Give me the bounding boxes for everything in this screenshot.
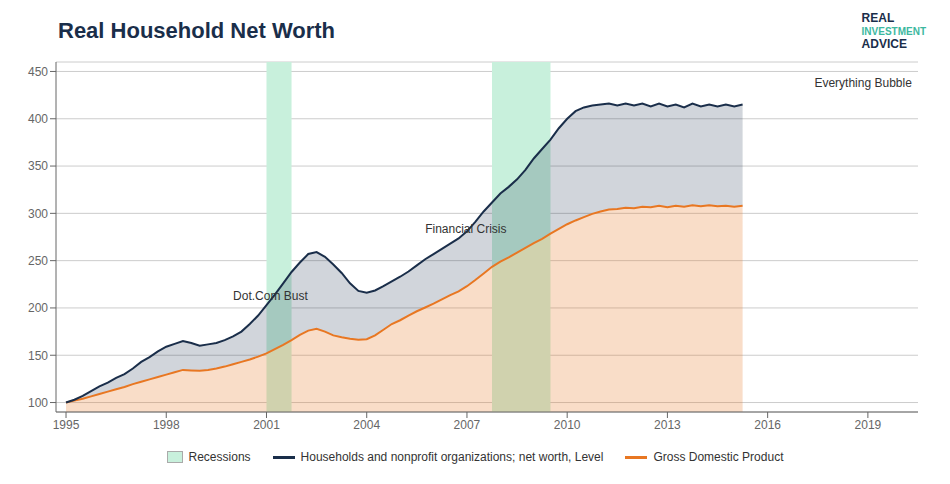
svg-text:2010: 2010 bbox=[554, 418, 581, 432]
svg-text:100: 100 bbox=[28, 396, 48, 410]
svg-text:150: 150 bbox=[28, 349, 48, 363]
html-text:INVESTMENT: INVESTMENT bbox=[861, 25, 926, 37]
html-text:Gross Domestic Product: Gross Domestic Product bbox=[653, 450, 784, 464]
svg-text:Dot.Com Bust: Dot.Com Bust bbox=[233, 289, 308, 303]
html-text:Recessions: Recessions bbox=[188, 450, 251, 464]
svg-text:250: 250 bbox=[28, 254, 48, 268]
svg-text:2019: 2019 bbox=[855, 418, 882, 432]
svg-text:1998: 1998 bbox=[153, 418, 180, 432]
svg-text:2016: 2016 bbox=[754, 418, 781, 432]
svg-text:2013: 2013 bbox=[654, 418, 681, 432]
html-text:ADVICE: ADVICE bbox=[861, 36, 907, 51]
html-text:Households and nonprofit organ: Households and nonprofit organizations; … bbox=[300, 450, 604, 464]
svg-text:450: 450 bbox=[28, 65, 48, 79]
svg-text:2001: 2001 bbox=[253, 418, 280, 432]
html-text:Real Household Net Worth: Real Household Net Worth bbox=[58, 18, 336, 43]
svg-text:Financial Crisis: Financial Crisis bbox=[425, 222, 506, 236]
svg-text:350: 350 bbox=[28, 159, 48, 173]
svg-text:2007: 2007 bbox=[454, 418, 481, 432]
svg-text:2004: 2004 bbox=[353, 418, 380, 432]
svg-text:Everything Bubble: Everything Bubble bbox=[814, 76, 912, 90]
svg-text:1995: 1995 bbox=[53, 418, 80, 432]
svg-text:400: 400 bbox=[28, 112, 48, 126]
svg-text:200: 200 bbox=[28, 301, 48, 315]
svg-text:300: 300 bbox=[28, 207, 48, 221]
html-text:REAL: REAL bbox=[861, 10, 895, 25]
